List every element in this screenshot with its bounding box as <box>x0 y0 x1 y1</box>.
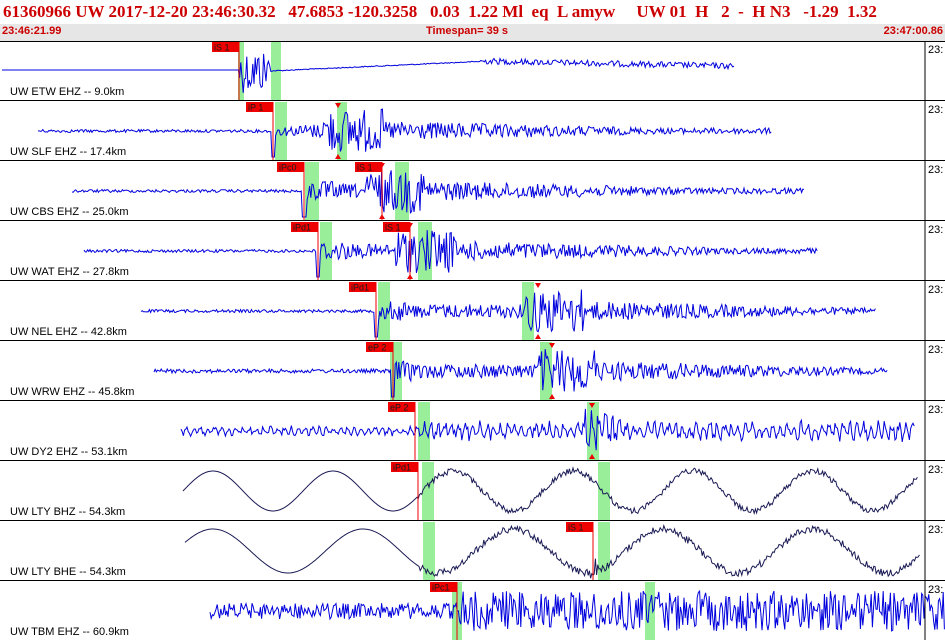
waveform <box>83 230 818 278</box>
pick-flag[interactable] <box>366 342 393 352</box>
seismogram-panel[interactable]: iPc0 iS 1 UW ETW EHZ -- 9.0km 23: iP 1 UW SLF… <box>0 41 945 640</box>
waveform <box>184 524 920 579</box>
trace-row[interactable]: eP 2 UW WRW EHZ -- 45.8km 23: <box>0 341 945 401</box>
waveform <box>182 466 918 516</box>
station-label: UW LTY BHZ -- 54.3km <box>10 506 125 518</box>
pick-flag[interactable] <box>246 102 273 112</box>
waveform <box>140 289 876 338</box>
time-tag: 23: <box>928 104 943 116</box>
pick-window <box>598 462 610 521</box>
trace-row[interactable]: iPd1 UW NEL EHZ -- 42.8km 23: <box>0 281 945 341</box>
pick-flag[interactable] <box>355 162 382 172</box>
pick-label: eP 2 <box>368 343 386 353</box>
station-label: UW TBM EHZ -- 60.9km <box>10 626 129 638</box>
end-time: 23:47:00.86 <box>883 25 943 37</box>
station-label: UW CBS EHZ -- 25.0km <box>10 206 129 218</box>
arrival-marker <box>549 343 555 348</box>
arrival-marker <box>407 223 413 228</box>
waveform <box>2 53 735 93</box>
time-tag: 23: <box>928 404 943 416</box>
pick-window <box>238 42 244 101</box>
station-label: UW SLF EHZ -- 17.4km <box>10 146 126 158</box>
pick-label: iPd1 <box>351 283 369 293</box>
pick-label: iP 1 <box>248 103 263 113</box>
waveform <box>180 408 915 451</box>
pick-window <box>418 222 432 281</box>
time-tag: 23: <box>928 164 943 176</box>
time-tag: 23: <box>928 284 943 296</box>
arrival-marker <box>335 103 341 108</box>
pick-window <box>422 462 434 521</box>
pick-flag[interactable] <box>291 222 318 232</box>
trace-row[interactable]: iPc0 iS 1 UW CBS EHZ -- 25.0km 23: <box>0 161 945 221</box>
pick-window <box>423 522 435 581</box>
trace-row[interactable]: iP 1 UW SLF EHZ -- 17.4km 23: <box>0 101 945 161</box>
pick-window <box>275 102 287 161</box>
time-bar: 23:46:21.99 Timespan= 39 s 23:47:00.86 <box>0 24 945 42</box>
time-tag: 23: <box>928 344 943 356</box>
pick-label: iPc0 <box>279 163 297 173</box>
station-label: UW WAT EHZ -- 27.8km <box>10 266 129 278</box>
station-label: UW NEL EHZ -- 42.8km <box>10 326 127 338</box>
arrival-marker <box>407 274 413 279</box>
arrival-marker <box>549 394 555 399</box>
pick-flag[interactable] <box>391 462 418 472</box>
pick-flag[interactable] <box>388 402 415 412</box>
time-tag: 23: <box>928 44 943 56</box>
station-label: UW DY2 EHZ -- 53.1km <box>10 446 127 458</box>
pick-label: iPd1 <box>293 223 311 233</box>
pick-window <box>598 522 610 581</box>
pick-flag[interactable] <box>383 222 410 232</box>
arrival-marker <box>535 334 541 339</box>
pick-window <box>305 162 319 221</box>
trace-row[interactable]: iPd1 iS 1 UW WAT EHZ -- 27.8km 23: <box>0 221 945 281</box>
pick-flag[interactable] <box>212 42 239 52</box>
arrival-marker <box>379 214 385 219</box>
waveform <box>71 170 805 218</box>
time-tag: 23: <box>928 524 943 536</box>
time-tag: 23: <box>928 464 943 476</box>
header: 61360966 UW 2017-12-20 23:46:30.32 47.68… <box>0 0 945 42</box>
waveform <box>153 349 888 398</box>
arrival-marker <box>335 154 341 159</box>
pick-window <box>645 582 655 640</box>
pick-window <box>271 42 281 101</box>
pick-label: iS 1 <box>214 43 230 53</box>
timespan: Timespan= 39 s <box>426 25 509 37</box>
station-label: UW WRW EHZ -- 45.8km <box>10 386 134 398</box>
pick-label: eP 2 <box>390 403 408 413</box>
arrival-marker <box>589 454 595 459</box>
pick-flag[interactable] <box>430 582 457 592</box>
pick-label: iS 1 <box>568 523 584 533</box>
pick-flag[interactable] <box>349 282 376 292</box>
trace-row[interactable]: iPc1 UW TBM EHZ -- 60.9km 23: <box>0 581 945 640</box>
pick-label: iS 1 <box>385 223 401 233</box>
pick-window <box>378 282 390 341</box>
time-tag: 23: <box>928 224 943 236</box>
pick-window <box>418 402 430 461</box>
arrival-marker <box>589 403 595 408</box>
station-label: UW ETW EHZ -- 9.0km <box>10 86 124 98</box>
trace-row[interactable]: eP 2 UW DY2 EHZ -- 53.1km 23: <box>0 401 945 461</box>
trace-row[interactable]: iPd1 UW LTY BHZ -- 54.3km 23: <box>0 461 945 521</box>
time-tag: 23: <box>928 584 943 596</box>
waveform <box>38 108 772 158</box>
pick-label: iPd1 <box>393 463 411 473</box>
trace-row[interactable]: iS 1 UW LTY BHE -- 54.3km 23: <box>0 521 945 581</box>
waveform <box>209 589 945 632</box>
start-time: 23:46:21.99 <box>2 25 62 37</box>
pick-flag[interactable] <box>277 162 304 172</box>
pick-label: iPc1 <box>432 583 450 593</box>
pick-label: iS 1 <box>357 163 373 173</box>
arrival-marker <box>535 283 541 288</box>
pick-flag[interactable] <box>566 522 593 532</box>
arrival-marker <box>379 163 385 168</box>
station-label: UW LTY BHE -- 54.3km <box>10 566 126 578</box>
event-title: 61360966 UW 2017-12-20 23:46:30.32 47.68… <box>3 2 877 21</box>
